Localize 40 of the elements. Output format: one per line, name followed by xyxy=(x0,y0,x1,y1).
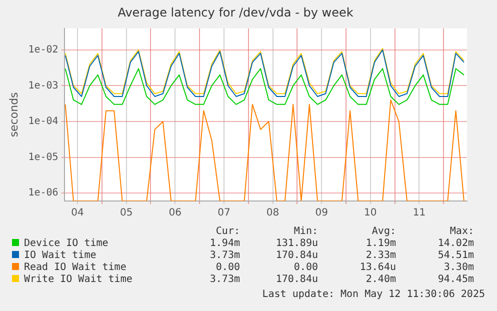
text: 3.73m xyxy=(208,250,240,262)
x-tick-label: 10 xyxy=(364,208,377,219)
x-tick-label: 08 xyxy=(266,208,280,219)
y-axis-title: seconds xyxy=(7,92,20,138)
text: Min: xyxy=(292,226,318,238)
text: 1.19m xyxy=(364,238,396,250)
text: 131.89u xyxy=(274,238,318,250)
text: Avg: xyxy=(370,226,396,238)
x-tick-label: 04 xyxy=(71,208,84,219)
text: 170.84u xyxy=(274,274,318,286)
text: 3.73m xyxy=(208,274,240,286)
legend-label: Device IO time xyxy=(23,238,110,250)
chart-title: Average latency for /dev/vda - by week xyxy=(118,5,354,20)
text: Last update: Mon May 12 11:30:06 2025 xyxy=(262,289,485,300)
text: 2.33m xyxy=(364,250,396,262)
legend-label: IO Wait time xyxy=(23,250,98,262)
y-tick-label: 1e-04 xyxy=(28,116,58,128)
y-tick-label: 1e-03 xyxy=(28,80,58,92)
x-tick-label: 07 xyxy=(218,208,230,219)
text: Max: xyxy=(448,226,474,238)
text: 13.64u xyxy=(358,262,396,274)
y-tick-label: 1e-02 xyxy=(28,44,58,56)
text: 1.94m xyxy=(208,238,240,250)
y-tick-label: 1e-06 xyxy=(28,188,58,199)
x-tick-label: 06 xyxy=(168,208,182,219)
text: 0.00 xyxy=(214,262,240,274)
text: 3.30m xyxy=(442,262,474,274)
legend-label: Write IO Wait time xyxy=(23,274,134,286)
text: Cur: xyxy=(214,226,240,238)
x-tick-label: 05 xyxy=(120,208,133,219)
x-tick-label: 09 xyxy=(315,208,328,219)
text: 54.51m xyxy=(436,250,474,262)
text: 94.45m xyxy=(436,274,474,286)
y-tick-label: 1e-05 xyxy=(28,152,58,163)
text: 14.02m xyxy=(436,238,474,250)
legend-label: Read IO Wait time xyxy=(23,262,128,274)
text: 2.40m xyxy=(364,274,396,286)
x-tick-label: 11 xyxy=(412,208,426,219)
text: 170.84u xyxy=(274,250,318,262)
text: 0.00 xyxy=(292,262,318,274)
